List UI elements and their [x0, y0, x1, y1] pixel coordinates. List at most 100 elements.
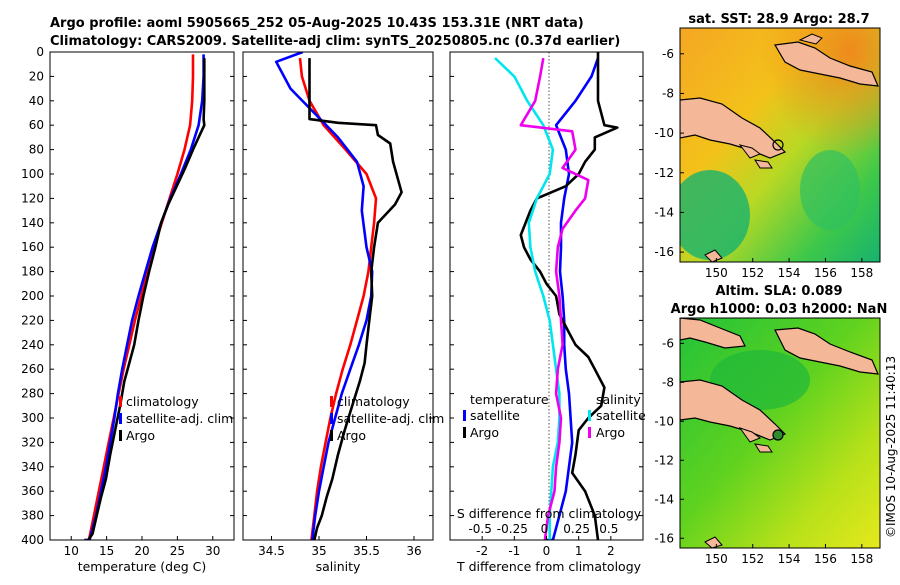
sla-land-top	[680, 318, 746, 349]
depth-tick-label: 240	[21, 338, 44, 352]
temperature-line-0	[84, 54, 195, 540]
salinity-legend-argo: Argo	[337, 428, 366, 443]
sst_map-lat-label: -14	[654, 205, 674, 219]
sst-map-field	[680, 28, 880, 262]
sst_map-lat-label: -16	[654, 245, 674, 259]
temperature-xtick-label: 20	[134, 544, 149, 558]
depth-tick-label: 160	[21, 240, 44, 254]
sla_map-lon-label: 150	[705, 552, 728, 566]
depth-tick-label: 380	[21, 509, 44, 523]
salinity-diff-tick-label: 0.25	[563, 522, 590, 536]
differences-xtick-label: 1	[575, 544, 583, 558]
salinity-diff-tick-label: 0	[541, 522, 549, 536]
difference-axes-frame	[449, 51, 644, 541]
sla-land-new-britain	[774, 327, 879, 375]
sla_map-lat-label: -10	[654, 414, 674, 428]
salinity-diff-tick-label: -0.25	[497, 522, 528, 536]
legend-climatology: climatology	[126, 394, 199, 409]
sla-map-frame	[679, 317, 881, 549]
legend-temperature-title: temperature	[470, 392, 549, 407]
sla-argo-marker	[772, 429, 784, 441]
sla-map-title-line1: Altim. SLA: 0.089	[716, 284, 843, 299]
legend-s-satellite: satellite	[596, 408, 646, 423]
sla_map-lat-label: -12	[654, 453, 674, 467]
depth-tick-label: 360	[21, 484, 44, 498]
salinity-xlabel: salinity	[316, 559, 361, 574]
legend-s-argo: Argo	[596, 425, 625, 440]
figure-title-line1: Argo profile: aoml 5905665_252 05-Aug-20…	[50, 16, 584, 31]
sla_map-lat-label: -14	[654, 492, 674, 506]
temperature-line-2	[87, 58, 206, 540]
depth-tick-label: 400	[21, 533, 44, 547]
salinity-ticks: 34.5 35 35.5 36	[243, 51, 433, 558]
difference-panel: -2 -1 0 1 2 -0.5 -0.25 0 0.25 0.5 T difference fr…	[449, 51, 646, 574]
sla_map-lat-label: -8	[662, 375, 674, 389]
temperature-xtick-label: 25	[170, 544, 185, 558]
depth-tick-label: 280	[21, 387, 44, 401]
sla_map-lat-label: -6	[662, 336, 674, 350]
depth-tick-label: 340	[21, 460, 44, 474]
depth-tick-label: 260	[21, 362, 44, 376]
sst_map-lat-label: -10	[654, 126, 674, 140]
depth-tick-label: 80	[29, 143, 44, 157]
differences-xtick-label: -2	[476, 544, 488, 558]
depth-tick-label: 320	[21, 435, 44, 449]
depth-tick-label: 20	[29, 69, 44, 83]
salinity-line-2	[308, 58, 403, 540]
temperature-line-1	[84, 54, 205, 540]
salinity-line-0	[298, 57, 378, 540]
sst-land-bougainville	[798, 33, 823, 45]
temperature-series	[84, 54, 206, 540]
legend-salinity-title: salinity	[596, 392, 641, 407]
depth-tick-label: 180	[21, 265, 44, 279]
temperature-legend: climatology satellite-adj. clim Argo	[119, 394, 233, 443]
differences-line-2	[494, 57, 561, 540]
salinity-legend-satellite-adj: satellite-adj. clim	[337, 411, 444, 426]
depth-tick-label: 220	[21, 313, 44, 327]
sst_map-lat-label: -8	[662, 86, 674, 100]
figure-title-line2: Climatology: CARS2009. Satellite-adj cli…	[50, 34, 620, 49]
sst-map-panel: sat. SST: 28.9 Argo: 28.7 150 152 154 156 15…	[654, 12, 881, 280]
salinity-diff-legend: salinity satellite Argo	[588, 392, 646, 440]
differences-xtick-label: -1	[508, 544, 520, 558]
legend-t-argo: Argo	[470, 425, 499, 440]
sst-land-new-guinea	[680, 97, 787, 159]
sst_map-lon-label: 150	[705, 266, 728, 280]
difference-top-xlabel: S difference from climatology	[457, 506, 642, 521]
salinity-legend-climatology: climatology	[337, 394, 410, 409]
sst_map-lat-label: -6	[662, 47, 674, 61]
salinity-axes-frame	[242, 51, 434, 541]
salinity-series	[274, 52, 403, 540]
sla-map-field	[680, 318, 880, 548]
depth-tick-label: 100	[21, 167, 44, 181]
temperature-xtick-label: 30	[205, 544, 220, 558]
sst_map-lon-label: 152	[741, 266, 764, 280]
sst-map-title: sat. SST: 28.9 Argo: 28.7	[688, 12, 869, 27]
difference-ticks: -2 -1 0 1 2 -0.5 -0.25 0 0.25 0.5	[450, 51, 643, 558]
depth-tick-label: 300	[21, 411, 44, 425]
differences-xtick-label: 2	[607, 544, 615, 558]
sst-land-islands	[704, 144, 773, 262]
sla-map-ticks: 150 152 154 156 158 -6 -8 -10 -12 -14 -16	[654, 336, 873, 566]
sla_map-lon-label: 152	[741, 552, 764, 566]
difference-xlabel: T difference from climatology	[456, 559, 642, 574]
sst_map-lon-label: 156	[814, 266, 837, 280]
salinity-panel: 34.5 35 35.5 36 salinity climatology satell…	[242, 51, 444, 574]
differences-line-0	[546, 57, 600, 540]
sla-map-panel: Altim. SLA: 0.089 Argo h1000: 0.03 h2000…	[654, 284, 887, 566]
temperature-xlabel: temperature (deg C)	[78, 559, 207, 574]
temperature-diff-legend: temperature satellite Argo	[463, 392, 549, 440]
temperature-panel: 10 15 20 25 30020406080100120140160180200220…	[21, 45, 235, 574]
temperature-xtick-label: 15	[99, 544, 114, 558]
legend-satellite-adj: satellite-adj. clim	[126, 411, 233, 426]
differences-line-3	[519, 57, 590, 540]
salinity-xtick-label: 34.5	[258, 544, 285, 558]
depth-tick-label: 40	[29, 94, 44, 108]
depth-tick-label: 140	[21, 216, 44, 230]
sla-land-islands	[704, 427, 773, 548]
sst_map-lat-label: -12	[654, 166, 674, 180]
imos-credit: ©IMOS 10-Aug-2025 11:40:13	[884, 356, 898, 538]
salinity-xtick-label: 36	[406, 544, 421, 558]
sst-map-ticks: 150 152 154 156 158 -6 -8 -10 -12 -14 -16	[654, 47, 873, 280]
